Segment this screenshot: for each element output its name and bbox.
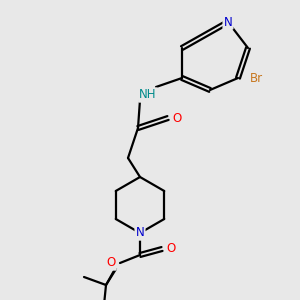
Text: O: O <box>167 242 176 256</box>
Text: O: O <box>106 256 116 269</box>
Text: Br: Br <box>249 71 262 85</box>
Text: O: O <box>172 112 182 124</box>
Text: NH: NH <box>139 88 157 101</box>
Text: N: N <box>136 226 144 239</box>
Text: N: N <box>224 16 232 28</box>
